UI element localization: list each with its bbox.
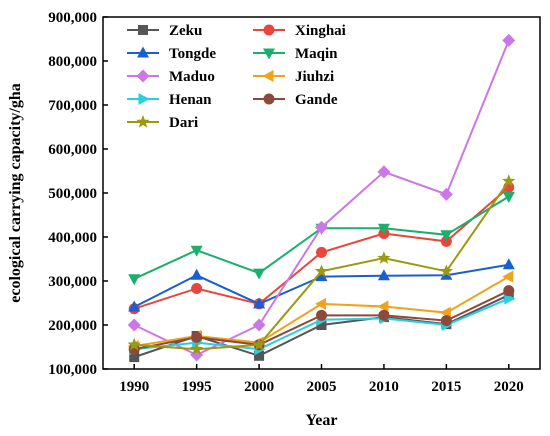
legend-label: Maduo (169, 69, 215, 85)
y-tick-label: 200,000 (48, 318, 97, 334)
data-point-xinghai (191, 282, 203, 294)
legend-item-gande: Gande (253, 92, 338, 108)
data-point-tongde (190, 268, 203, 280)
data-point-xinghai (316, 246, 327, 258)
data-point-zeku (129, 352, 140, 363)
legend-item-henan: Henan (127, 92, 212, 108)
data-point-dari (189, 342, 204, 355)
data-point-maqin (190, 245, 203, 257)
series-gande (128, 285, 515, 355)
y-tick-label: 800,000 (48, 54, 97, 70)
data-point-gande (440, 315, 452, 327)
legend-swatch-marker (138, 93, 150, 105)
data-point-xinghai (440, 235, 452, 247)
x-tick-label: 1995 (182, 379, 212, 395)
legend-label: Xinghai (295, 23, 346, 39)
y-tick-label: 400,000 (48, 230, 97, 246)
data-point-dari (377, 251, 391, 264)
legend-label: Gande (295, 92, 338, 108)
y-tick-label: 700,000 (48, 98, 97, 114)
legend-label: Maqin (295, 46, 338, 62)
data-point-jiuhzi (502, 270, 514, 283)
y-tick-label: 600,000 (48, 142, 97, 158)
data-point-gande (316, 309, 327, 321)
legend-label: Dari (169, 115, 198, 131)
data-point-dari (502, 174, 516, 187)
x-tick-label: 2015 (431, 379, 461, 395)
data-point-tongde (377, 269, 390, 281)
legend-swatch-marker (263, 24, 275, 36)
axes: 100,000 200,000 300,000 400,000 500,000 600,0… (48, 10, 541, 395)
data-point-maduo (377, 165, 391, 179)
x-axis-title: Year (306, 412, 338, 429)
series-dari (127, 174, 516, 355)
legend-item-tongde: Tongde (127, 46, 216, 62)
legend-item-zeku: Zeku (127, 23, 202, 39)
legend-item-jiuhzi: Jiuhzi (253, 69, 334, 85)
data-point-tongde (315, 270, 328, 282)
data-point-gande (503, 285, 515, 297)
data-point-maduo (127, 318, 141, 332)
legend: Zeku Xinghai Tongde Maqin Maduo Jiuhzi Henan Ga… (127, 23, 346, 131)
data-point-jiuhzi (377, 300, 389, 313)
x-tick-label: 2000 (244, 379, 274, 395)
data-point-maqin (377, 223, 390, 235)
data-point-tongde (253, 297, 266, 309)
series-tongde (128, 258, 515, 312)
legend-swatch-marker (262, 70, 274, 82)
series-xinghai (128, 181, 515, 315)
y-tick-label: 500,000 (48, 186, 97, 202)
x-tick-label: 1990 (119, 379, 149, 395)
legend-swatch-marker (136, 115, 150, 128)
data-point-gande (378, 309, 390, 321)
legend-item-maduo: Maduo (127, 69, 215, 85)
data-point-maduo (439, 187, 453, 201)
legend-swatch-marker (263, 48, 275, 60)
legend-swatch-marker (138, 25, 148, 35)
data-point-tongde (128, 300, 141, 312)
legend-label: Henan (169, 92, 212, 108)
y-tick-label: 300,000 (48, 274, 97, 290)
x-tick-label: 2005 (307, 379, 337, 395)
legend-label: Jiuhzi (295, 69, 334, 85)
data-point-jiuhzi (315, 297, 326, 310)
legend-swatch-marker (136, 69, 150, 83)
data-point-maqin (502, 192, 515, 204)
data-point-dari (314, 264, 329, 277)
x-tick-label: 2010 (369, 379, 399, 395)
legend-item-maqin: Maqin (253, 46, 338, 62)
data-point-zeku (316, 320, 327, 330)
y-tick-label: 900,000 (48, 10, 97, 26)
legend-item-dari: Dari (127, 115, 198, 131)
legend-item-xinghai: Xinghai (253, 23, 346, 39)
data-point-zeku (254, 350, 265, 361)
data-point-maduo (252, 318, 266, 332)
data-point-gande (191, 331, 203, 343)
series-maduo (127, 33, 516, 362)
data-point-maqin (128, 274, 141, 286)
x-tick-label: 2020 (494, 379, 524, 395)
y-tick-label: 100,000 (48, 362, 97, 378)
data-point-tongde (502, 258, 515, 270)
data-point-maqin (253, 268, 266, 280)
series-layer (127, 33, 516, 363)
data-point-maqin (440, 230, 453, 242)
data-point-dari (127, 337, 141, 351)
legend-swatch-marker (137, 46, 149, 58)
data-point-dari (439, 264, 454, 277)
legend-label: Tongde (169, 46, 216, 62)
data-point-maduo (315, 220, 328, 234)
data-point-dari (252, 337, 266, 351)
legend-label: Zeku (169, 23, 202, 39)
data-point-maduo (502, 33, 516, 47)
y-axis-title: ecological carrying capacity/gha (7, 83, 24, 303)
legend-swatch-marker (263, 93, 275, 105)
series-line-maduo (133, 39, 510, 357)
